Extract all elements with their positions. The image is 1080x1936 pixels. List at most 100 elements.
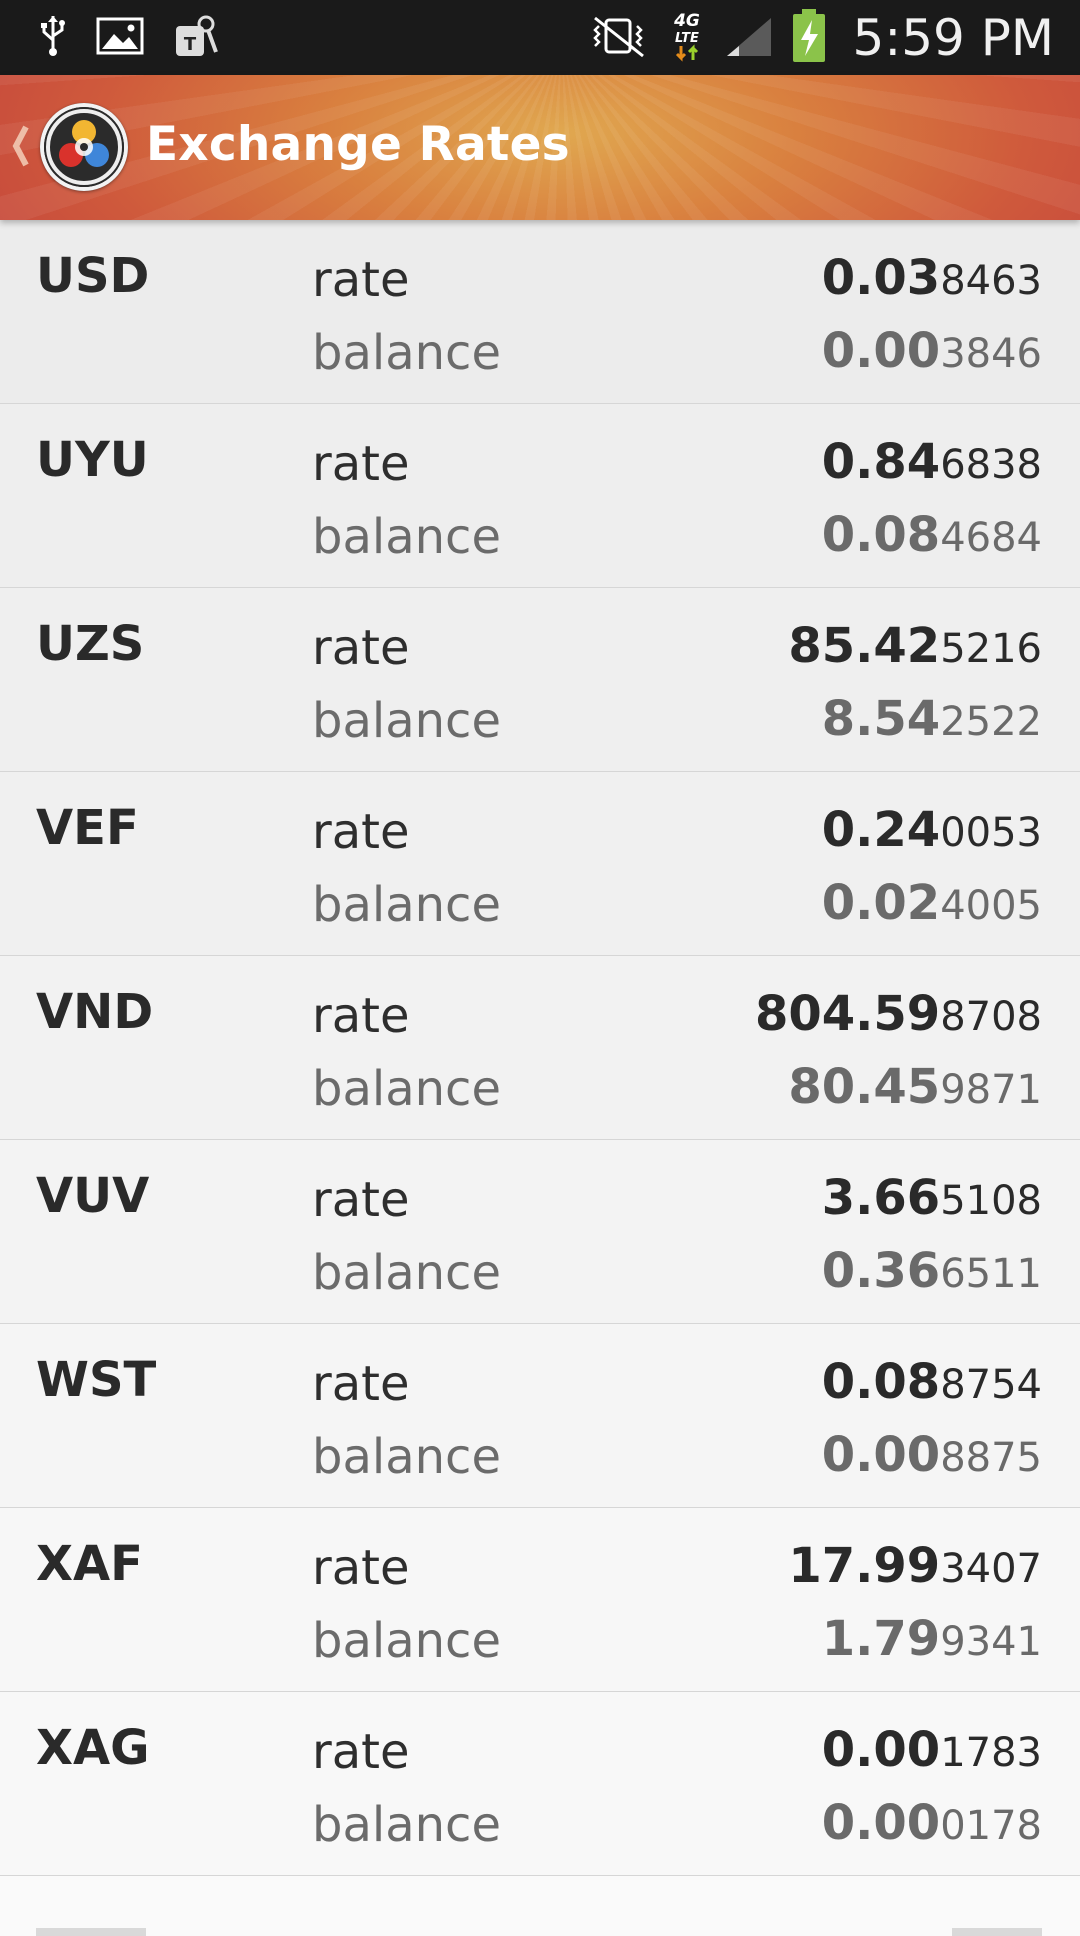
back-chevron-icon[interactable]: [10, 121, 30, 171]
balance-value-minor: 9871: [940, 1067, 1042, 1113]
currency-code: VUV: [36, 1168, 150, 1224]
list-item-partially-visible[interactable]: [0, 1876, 1080, 1936]
exchange-rate-list[interactable]: USD rate balance 0.038463 0.003846 UYU r…: [0, 220, 1080, 1936]
rate-value-minor: 1783: [940, 1730, 1042, 1776]
currency-code: UZS: [36, 616, 145, 672]
list-item[interactable]: USD rate balance 0.038463 0.003846: [0, 220, 1080, 404]
rate-value: 0.240053: [822, 802, 1042, 858]
rate-value-minor: 8708: [940, 994, 1042, 1040]
list-item[interactable]: VND rate balance 804.598708 80.459871: [0, 956, 1080, 1140]
balance-label: balance: [312, 1797, 501, 1853]
rate-value-minor: 5108: [940, 1178, 1042, 1224]
balance-value-minor: 3846: [940, 331, 1042, 377]
rate-value-major: 17.99: [788, 1538, 941, 1594]
balance-value: 0.000178: [822, 1795, 1042, 1851]
balance-value-minor: 2522: [940, 699, 1042, 745]
rate-value-major: 0.84: [821, 434, 941, 490]
balance-value-minor: 8875: [940, 1435, 1042, 1481]
rate-label: rate: [312, 1172, 410, 1228]
page-title: Exchange Rates: [146, 117, 570, 172]
list-item[interactable]: XAG rate balance 0.001783 0.000178: [0, 1692, 1080, 1876]
currency-code: VEF: [36, 800, 139, 856]
t-mobile-icon: T: [172, 12, 220, 64]
balance-value-minor: 0178: [940, 1803, 1042, 1849]
rate-value-minor: 5216: [940, 626, 1042, 672]
rate-value: 0.001783: [822, 1722, 1042, 1778]
balance-value-major: 0.08: [821, 507, 941, 563]
balance-label: balance: [312, 1061, 501, 1117]
currency-code: XAF: [36, 1536, 143, 1592]
rate-label: rate: [312, 252, 410, 308]
balance-value: 1.799341: [822, 1611, 1042, 1667]
balance-value: 0.008875: [822, 1427, 1042, 1483]
balance-value: 80.459871: [788, 1059, 1042, 1115]
battery-charging-icon: [791, 8, 827, 68]
balance-value-minor: 4005: [940, 883, 1042, 929]
rate-label: rate: [312, 1540, 410, 1596]
svg-text:4G: 4G: [673, 11, 700, 31]
currency-code: VND: [36, 984, 154, 1040]
list-item[interactable]: UYU rate balance 0.846838 0.084684: [0, 404, 1080, 588]
rate-label: rate: [312, 436, 410, 492]
svg-text:LTE: LTE: [675, 31, 699, 46]
image-icon: [96, 16, 144, 60]
rate-value: 17.993407: [788, 1538, 1042, 1594]
rate-value-major: 0.08: [821, 1354, 941, 1410]
balance-value-major: 80.45: [788, 1059, 941, 1115]
rate-value-minor: 6838: [940, 442, 1042, 488]
balance-value: 0.366511: [822, 1243, 1042, 1299]
balance-value: 8.542522: [822, 691, 1042, 747]
status-clock: 5:59 PM: [852, 8, 1054, 67]
rate-value-major: 0.24: [821, 802, 941, 858]
rate-value: 0.846838: [822, 434, 1042, 490]
balance-value-major: 1.79: [821, 1611, 941, 1667]
balance-value: 0.084684: [822, 507, 1042, 563]
svg-text:T: T: [184, 34, 197, 55]
balance-label: balance: [312, 509, 501, 565]
currency-code: USD: [36, 248, 150, 304]
balance-label: balance: [312, 1245, 501, 1301]
list-item[interactable]: VUV rate balance 3.665108 0.366511: [0, 1140, 1080, 1324]
rate-value: 85.425216: [788, 618, 1042, 674]
usb-icon: [38, 14, 68, 62]
list-item[interactable]: WST rate balance 0.088754 0.008875: [0, 1324, 1080, 1508]
signal-icon: [725, 14, 773, 62]
rate-value-minor: 8463: [940, 258, 1042, 304]
rate-value: 804.598708: [755, 986, 1042, 1042]
rate-value-major: 0.03: [821, 250, 941, 306]
rate-value: 0.088754: [822, 1354, 1042, 1410]
list-item[interactable]: VEF rate balance 0.240053 0.024005: [0, 772, 1080, 956]
app-logo-icon[interactable]: [40, 103, 128, 191]
vibrate-mute-icon: [587, 14, 649, 62]
balance-value-minor: 9341: [940, 1619, 1042, 1665]
balance-value-minor: 6511: [940, 1251, 1042, 1297]
rate-label: rate: [312, 1356, 410, 1412]
rate-label: rate: [312, 620, 410, 676]
currency-code: UYU: [36, 432, 149, 488]
rate-value-major: 3.66: [821, 1170, 941, 1226]
balance-value-major: 0.00: [821, 1795, 941, 1851]
balance-label: balance: [312, 1613, 501, 1669]
balance-value: 0.003846: [822, 323, 1042, 379]
rate-label: rate: [312, 804, 410, 860]
rate-value-major: 804.59: [754, 986, 941, 1042]
4g-lte-icon: 4G LTE: [667, 8, 707, 68]
balance-value: 0.024005: [822, 875, 1042, 931]
rate-value: 3.665108: [822, 1170, 1042, 1226]
currency-code: WST: [36, 1352, 157, 1408]
balance-label: balance: [312, 877, 501, 933]
list-item[interactable]: UZS rate balance 85.425216 8.542522: [0, 588, 1080, 772]
list-item[interactable]: XAF rate balance 17.993407 1.799341: [0, 1508, 1080, 1692]
rate-label: rate: [312, 1724, 410, 1780]
rate-value: 0.038463: [822, 250, 1042, 306]
balance-label: balance: [312, 1429, 501, 1485]
balance-value-major: 0.36: [821, 1243, 941, 1299]
currency-code: XAG: [36, 1720, 150, 1776]
rate-value-cut-off: [952, 1928, 1042, 1936]
rate-value-major: 85.42: [788, 618, 941, 674]
rate-value-minor: 3407: [940, 1546, 1042, 1592]
balance-label: balance: [312, 325, 501, 381]
rate-label: rate: [312, 988, 410, 1044]
balance-value-major: 8.54: [821, 691, 941, 747]
app-bar-background-rays: [0, 75, 1080, 220]
